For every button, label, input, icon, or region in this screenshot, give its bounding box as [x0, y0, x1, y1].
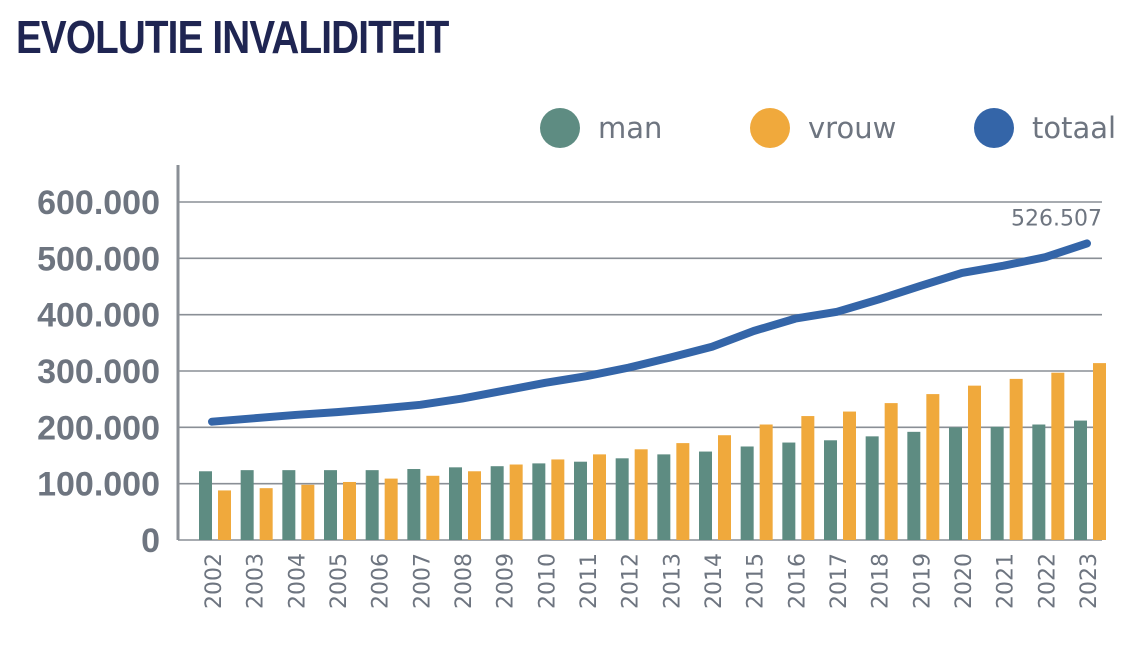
bar-man [407, 469, 421, 540]
y-tick-label: 600.000 [37, 184, 160, 222]
bar-vrouw [468, 471, 481, 540]
x-tick-label: 2008 [452, 553, 477, 609]
x-tick-label: 2018 [869, 553, 894, 609]
bar-vrouw [426, 475, 440, 540]
bar-man [740, 446, 754, 540]
total-line-group [208, 239, 1091, 426]
bar-man [824, 440, 837, 540]
legend-item-vrouw: vrouw [750, 106, 896, 150]
legend-swatch-vrouw [750, 108, 790, 148]
bar-vrouw [593, 454, 606, 540]
x-tick-label: 2023 [1077, 553, 1102, 609]
x-axis-ticks: 2002 2003 2004 2005 2006 2007 2008 2009 2010 2011… [202, 553, 1102, 609]
bar-man [490, 466, 504, 540]
y-tick-label: 500.000 [37, 240, 160, 278]
x-tick-label: 2010 [535, 553, 560, 609]
bar-man [865, 436, 879, 540]
bar-man [699, 451, 712, 540]
bar-vrouw [301, 484, 315, 540]
bar-man [657, 454, 671, 540]
y-tick-label: 300.000 [37, 353, 160, 391]
x-tick-label: 2012 [619, 553, 644, 609]
bar-vrouw [551, 459, 565, 540]
legend-label-man: man [598, 111, 663, 145]
x-tick-label: 2019 [910, 553, 935, 609]
x-tick-label: 2011 [577, 553, 602, 609]
bar-man [615, 458, 629, 540]
bar-vrouw [843, 411, 856, 540]
bar-man [365, 470, 379, 540]
bar-vrouw [676, 443, 690, 540]
bar-man [324, 470, 337, 540]
bar-vrouw [1051, 372, 1065, 540]
bars [199, 363, 1106, 540]
chart-title: EVOLUTIE INVALIDITEIT [16, 11, 449, 63]
y-tick-label: 400.000 [37, 297, 160, 335]
bar-vrouw [259, 488, 273, 540]
bar-man [990, 426, 1004, 540]
x-tick-label: 2007 [410, 553, 435, 609]
x-tick-label: 2021 [994, 553, 1019, 609]
x-tick-label: 2004 [285, 553, 310, 609]
bar-man [574, 461, 587, 540]
y-tick-label: 0 [141, 522, 160, 560]
legend-label-totaal: totaal [1032, 111, 1117, 145]
x-tick-label: 2014 [702, 553, 727, 609]
legend-item-totaal: totaal [974, 106, 1116, 150]
bar-man [1074, 420, 1087, 540]
x-tick-label: 2003 [244, 553, 269, 609]
bar-man [907, 431, 921, 540]
bar-vrouw [884, 403, 898, 540]
x-tick-label: 2016 [785, 553, 810, 609]
bar-vrouw [759, 424, 773, 540]
bar-vrouw [509, 464, 523, 540]
bar-vrouw [801, 416, 815, 540]
legend-swatch-man [540, 108, 580, 148]
x-tick-label: 2022 [1035, 553, 1060, 609]
bar-man [782, 442, 796, 540]
bar-man [282, 470, 296, 540]
x-tick-label: 2017 [827, 553, 852, 609]
bar-vrouw [1009, 378, 1023, 540]
bar-man [449, 467, 462, 540]
bar-man [532, 463, 546, 540]
bar-vrouw [968, 385, 981, 540]
legend-swatch-totaal [974, 108, 1014, 148]
x-tick-label: 2006 [369, 553, 394, 609]
x-tick-label: 2005 [327, 553, 352, 609]
bar-man [1032, 424, 1046, 540]
y-tick-label: 200.000 [37, 409, 160, 447]
line-totaal [208, 239, 1091, 426]
x-tick-label: 2015 [744, 553, 769, 609]
x-tick-label: 2009 [494, 553, 519, 609]
x-tick-label: 2020 [952, 553, 977, 609]
bar-vrouw [218, 490, 231, 540]
bar-vrouw [343, 481, 356, 540]
y-axis-ticks: 0 100.000 200.000 300.000 400.000 500.000 600.… [37, 184, 160, 560]
annotation-label: 526.507 [1011, 206, 1102, 231]
bar-man [949, 427, 962, 540]
bar-vrouw [634, 449, 648, 540]
legend-label-vrouw: vrouw [808, 111, 897, 145]
bar-vrouw [926, 394, 940, 540]
bar-man [199, 471, 212, 540]
x-tick-label: 2013 [660, 553, 685, 609]
bar-vrouw [1093, 363, 1106, 540]
legend-item-man: man [540, 106, 662, 150]
bar-vrouw [718, 435, 731, 540]
bar-vrouw [384, 478, 398, 540]
bar-man [240, 470, 254, 540]
x-tick-label: 2002 [202, 553, 227, 609]
y-tick-label: 100.000 [37, 466, 160, 504]
